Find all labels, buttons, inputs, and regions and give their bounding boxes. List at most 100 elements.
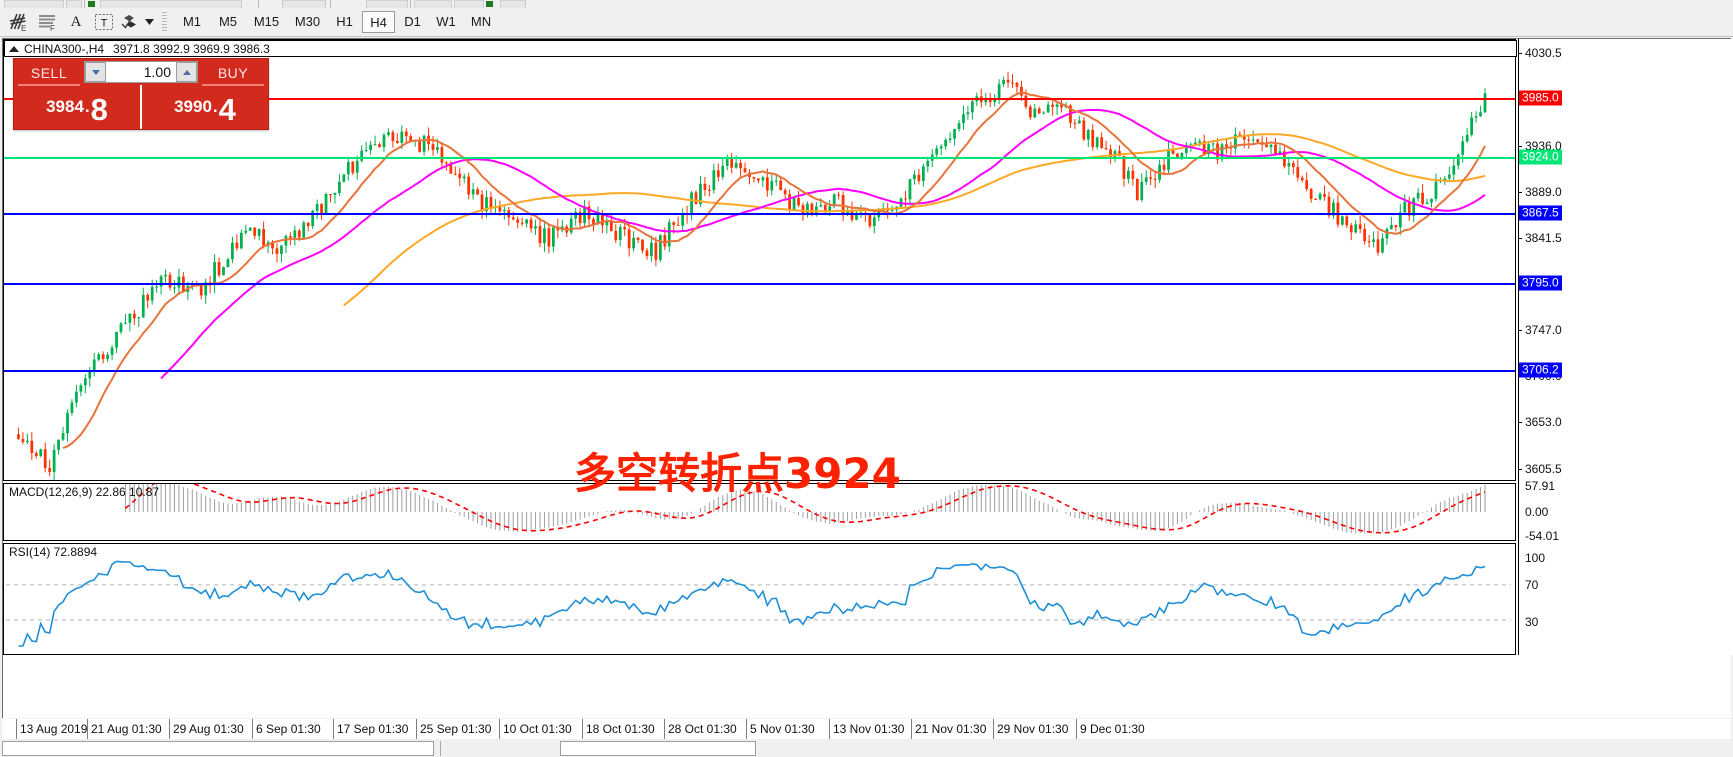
- shapes-tool-icon[interactable]: [118, 10, 142, 34]
- time-axis-label: 6 Sep 01:30: [256, 722, 321, 736]
- rsi-tick-label: 100: [1525, 551, 1546, 566]
- volume-stepper[interactable]: 1.00: [84, 61, 198, 83]
- price-badge-3706-2[interactable]: 3706.2: [1519, 362, 1562, 378]
- price-badge-3924-0[interactable]: 3924.0: [1519, 149, 1562, 165]
- chart-annotation-text[interactable]: 多空转折点3924: [574, 449, 901, 498]
- volume-input[interactable]: 1.00: [143, 64, 171, 80]
- level-line-3924[interactable]: [4, 157, 1515, 160]
- text-label-tool-icon[interactable]: T: [90, 10, 118, 34]
- time-tick-separator: [664, 719, 665, 739]
- level-line-3867[interactable]: [4, 212, 1515, 215]
- sliver-field-7[interactable]: [454, 0, 484, 8]
- time-axis-label: 21 Nov 01:30: [915, 722, 987, 736]
- time-axis-label: 13 Aug 2019: [20, 722, 88, 736]
- time-axis-label: 29 Aug 01:30: [173, 722, 244, 736]
- time-tick-separator: [416, 719, 417, 739]
- timeframe-m5[interactable]: M5: [218, 14, 238, 29]
- periodicity-icon[interactable]: F: [34, 10, 62, 34]
- timeframe-m1[interactable]: M1: [182, 14, 202, 29]
- level-line-3985[interactable]: [4, 97, 1515, 100]
- price-tick-mark: [1518, 53, 1522, 55]
- sliver-field-5[interactable]: [366, 0, 408, 8]
- sliver-field-6[interactable]: [414, 0, 452, 8]
- time-tick-separator: [993, 719, 994, 739]
- sliver-field-1[interactable]: [4, 0, 64, 8]
- time-axis-label: 21 Aug 01:30: [91, 722, 162, 736]
- timeframe-h4[interactable]: H4: [362, 11, 395, 33]
- rsi-series: [6, 560, 1511, 647]
- volume-decrease-button[interactable]: [85, 62, 106, 82]
- sliver-field-3[interactable]: [100, 0, 242, 8]
- svg-text:F: F: [50, 24, 55, 32]
- price-tick-label: 4030.5: [1525, 46, 1562, 61]
- sliver-field-4[interactable]: [282, 0, 326, 8]
- sliver-field-2[interactable]: [66, 0, 82, 8]
- time-tick-separator: [829, 719, 830, 739]
- price-tick-mark: [1518, 191, 1522, 193]
- buy-button[interactable]: BUY: [202, 62, 264, 86]
- one-click-trading-panel[interactable]: SELL 1.00 BUY 3984 . 8: [13, 58, 269, 130]
- price-tick-mark: [1518, 237, 1522, 239]
- text-tool-icon[interactable]: A: [70, 13, 82, 30]
- ma-mid-line: [160, 108, 1486, 380]
- time-axis-label: 10 Oct 01:30: [503, 722, 572, 736]
- time-axis-label: 28 Oct 01:30: [668, 722, 737, 736]
- ohlc-values: 3971.8 3992.9 3969.9 3986.3: [113, 41, 270, 56]
- timeframe-h1[interactable]: H1: [336, 14, 353, 29]
- candle-group: [17, 71, 1487, 480]
- bottom-panel-box[interactable]: [560, 741, 756, 756]
- price-scale[interactable]: 4030.53936.03889.03841.53747.03700.03653…: [1518, 39, 1733, 655]
- sliver-separator-1: [84, 0, 85, 8]
- sell-price-cell[interactable]: 3984 . 8: [14, 85, 142, 129]
- time-tick-separator: [499, 719, 500, 739]
- shapes-dropdown-caret-icon[interactable]: [142, 10, 156, 34]
- level-line-3795[interactable]: [4, 283, 1515, 286]
- macd-signal-line: [124, 484, 1486, 534]
- sliver-green-indicator-1: [88, 1, 95, 7]
- price-tick-label: 3747.0: [1525, 323, 1562, 338]
- sliver-field-8[interactable]: [500, 0, 526, 8]
- toolbar-drag-grip[interactable]: [162, 12, 167, 32]
- chevron-up-icon: [182, 69, 191, 75]
- price-badge-3795-0[interactable]: 3795.0: [1519, 275, 1562, 291]
- rsi-indicator-label: RSI(14) 72.8894: [9, 545, 98, 559]
- sell-button[interactable]: SELL: [18, 62, 80, 86]
- timeframe-mn[interactable]: MN: [470, 14, 492, 29]
- macd-pane[interactable]: MACD(12,26,9) 22.86 10.87: [3, 483, 1516, 541]
- triangle-up-icon[interactable]: [9, 45, 19, 52]
- timeframe-w1[interactable]: W1: [436, 14, 456, 29]
- rsi-curve: [18, 560, 1486, 647]
- sell-price-fraction: 8: [90, 91, 108, 127]
- timeframe-m15[interactable]: M15: [253, 14, 280, 29]
- price-badge-3867-5[interactable]: 3867.5: [1519, 205, 1562, 221]
- time-axis-label: 25 Sep 01:30: [420, 722, 492, 736]
- time-tick-separator: [87, 719, 88, 739]
- time-axis-label: 9 Dec 01:30: [1080, 722, 1145, 736]
- chevron-down-icon: [91, 69, 100, 75]
- timeframe-m30[interactable]: M30: [294, 14, 321, 29]
- indicators-icon[interactable]: E: [6, 10, 34, 34]
- price-tick-mark: [1518, 330, 1522, 332]
- ma-fast-line: [62, 91, 1486, 450]
- time-axis[interactable]: 13 Aug 2019 21 Aug 01:30 29 Aug 01:30 6 Sep…: [2, 719, 1731, 739]
- price-tick-label: 3605.5: [1525, 461, 1562, 476]
- buy-price-cell[interactable]: 3990 . 4: [142, 85, 268, 129]
- chart-tab-strip[interactable]: [2, 741, 434, 756]
- sliver-green-indicator-2: [486, 1, 493, 7]
- bottom-separator-1: [440, 741, 441, 756]
- time-axis-label: 13 Nov 01:30: [833, 722, 905, 736]
- buy-price-dot: .: [212, 97, 218, 116]
- level-line-3706[interactable]: [4, 370, 1515, 373]
- chart-area[interactable]: CHINA300-,H4 3971.8 3992.9 3969.9 3986.3…: [2, 38, 1733, 718]
- volume-increase-button[interactable]: [176, 62, 197, 82]
- time-axis-label: 18 Oct 01:30: [586, 722, 655, 736]
- buy-price-integer: 3990: [174, 97, 212, 116]
- rsi-pane[interactable]: RSI(14) 72.8894: [3, 543, 1516, 655]
- bottom-status-strip: [0, 740, 1733, 757]
- time-axis-label: 29 Nov 01:30: [997, 722, 1069, 736]
- timeframe-d1[interactable]: D1: [404, 14, 421, 29]
- price-badge-3985-0[interactable]: 3985.0: [1519, 90, 1562, 106]
- macd-tick-label: 0.00: [1525, 505, 1549, 519]
- time-tick-separator: [582, 719, 583, 739]
